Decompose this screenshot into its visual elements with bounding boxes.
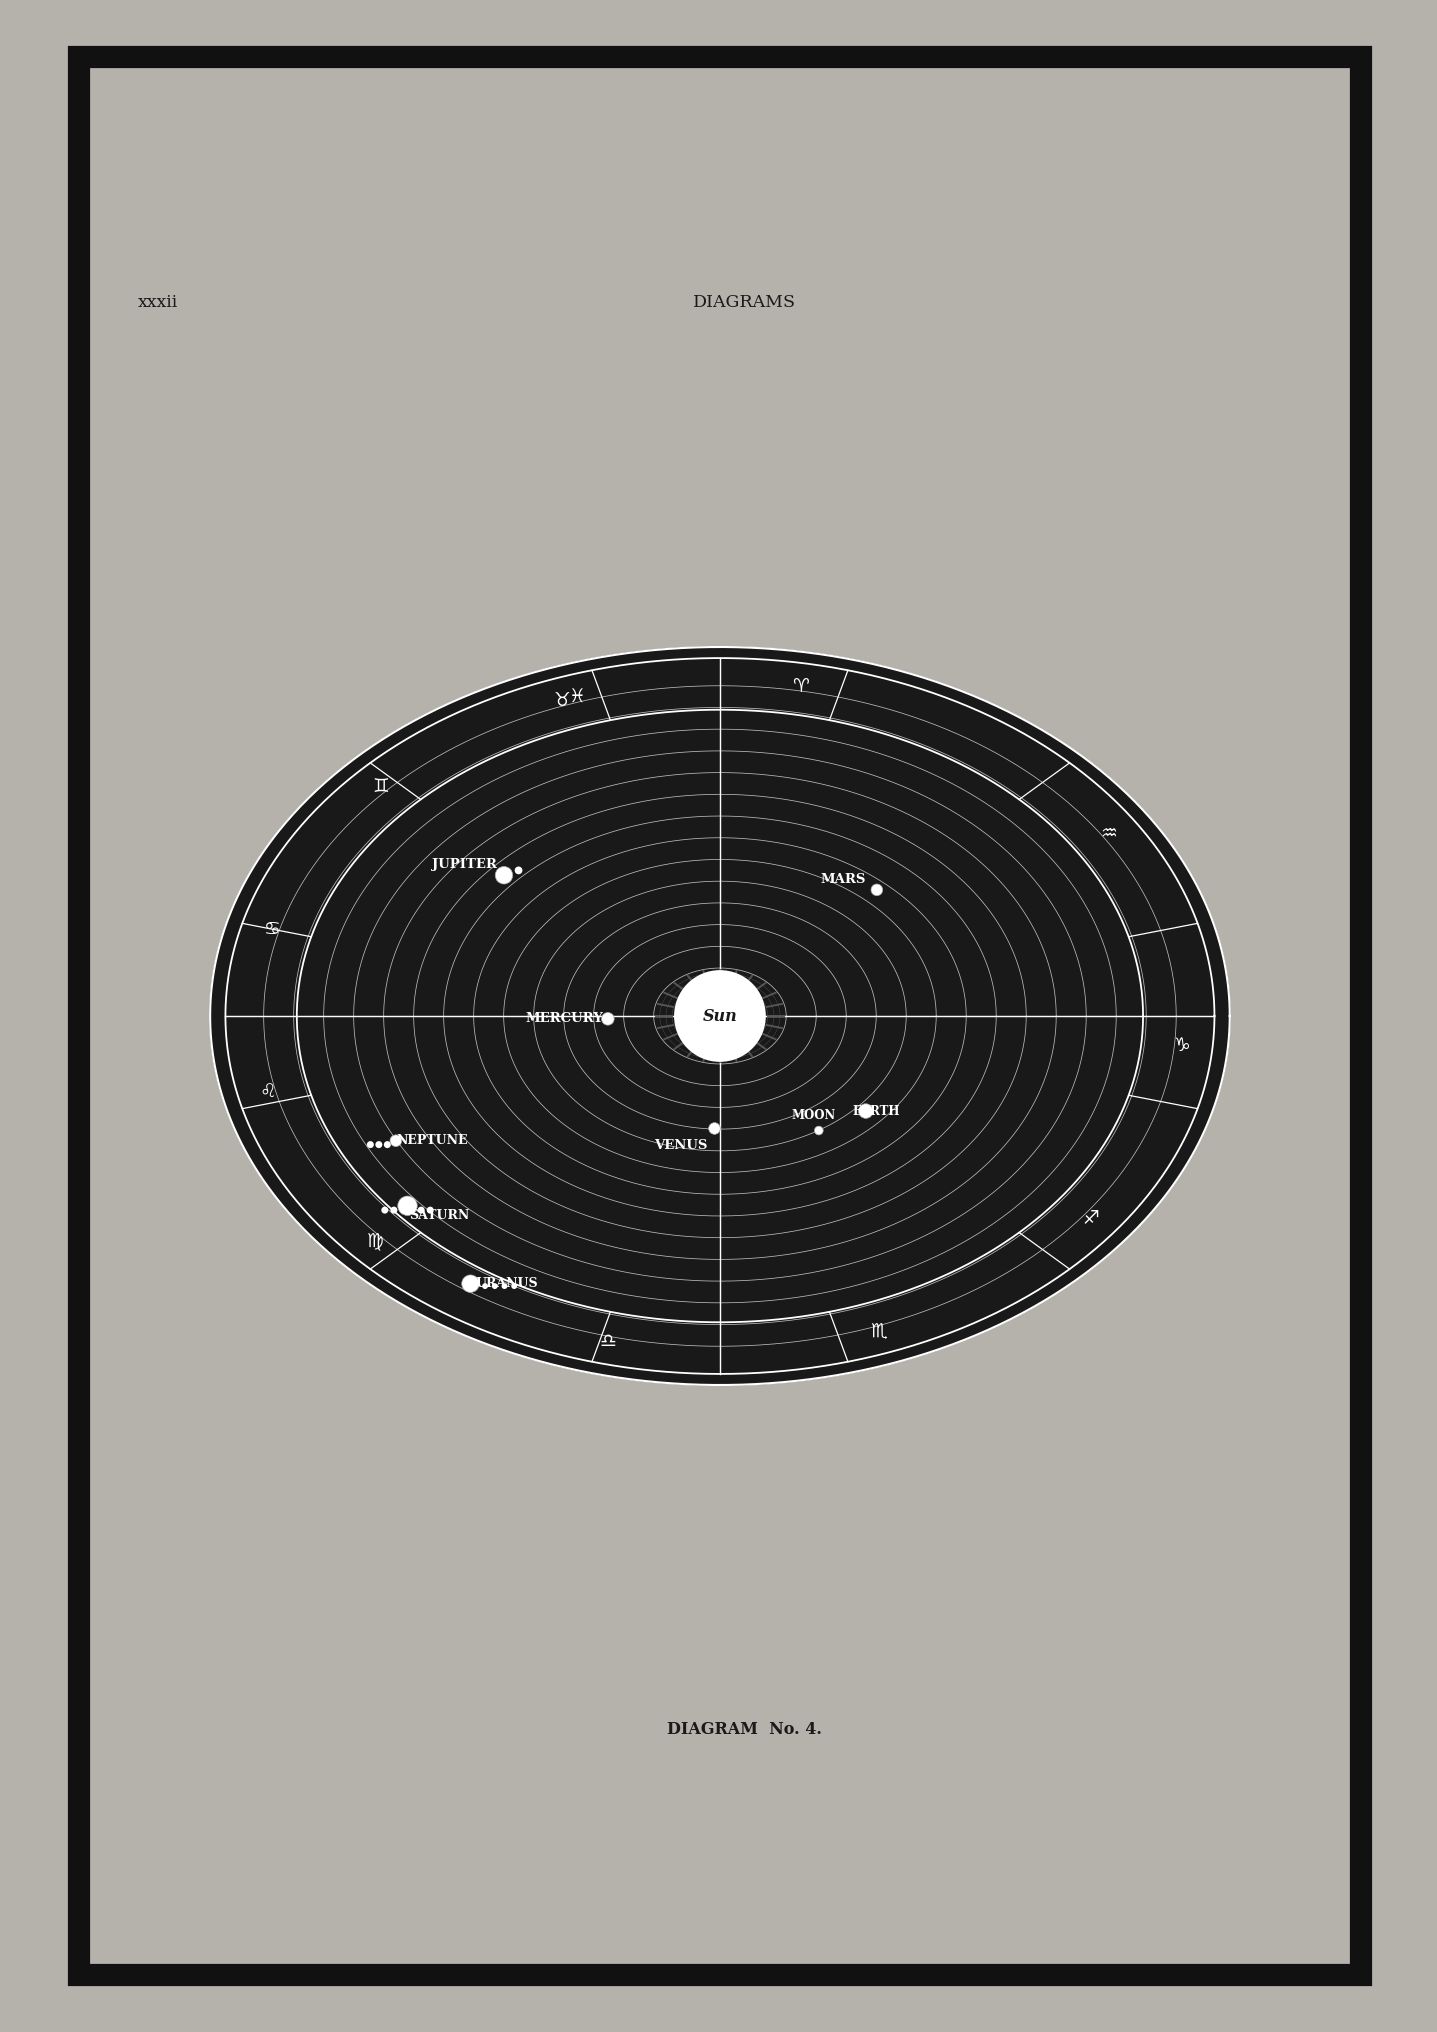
Circle shape (375, 1142, 382, 1148)
Circle shape (483, 1282, 489, 1288)
Text: NEPTUNE: NEPTUNE (397, 1134, 468, 1148)
Text: ♍: ♍ (366, 1231, 384, 1250)
Circle shape (858, 1103, 874, 1118)
Text: Sun: Sun (703, 1008, 737, 1024)
Circle shape (602, 1012, 614, 1026)
Text: DIAGRAMS: DIAGRAMS (693, 295, 796, 311)
Circle shape (461, 1274, 479, 1292)
Circle shape (389, 1136, 402, 1146)
Circle shape (708, 1122, 720, 1134)
Circle shape (408, 1207, 415, 1213)
Circle shape (815, 1126, 823, 1136)
Circle shape (427, 1207, 434, 1213)
Text: xxxii: xxxii (138, 295, 178, 311)
Text: MARS: MARS (821, 872, 865, 886)
Circle shape (384, 1142, 391, 1148)
Text: ♎: ♎ (599, 1333, 616, 1351)
Circle shape (502, 1282, 507, 1288)
Text: MERCURY: MERCURY (525, 1012, 604, 1026)
Text: SATURN: SATURN (410, 1209, 470, 1221)
Circle shape (514, 866, 523, 874)
Text: EARTH: EARTH (852, 1105, 900, 1118)
Text: DIAGRAM  No. 4.: DIAGRAM No. 4. (667, 1721, 822, 1737)
Circle shape (381, 1207, 388, 1213)
Text: ♑: ♑ (1174, 1036, 1190, 1055)
Circle shape (418, 1207, 424, 1213)
Text: VENUS: VENUS (654, 1140, 707, 1152)
Text: JUPITER: JUPITER (431, 858, 497, 872)
Circle shape (512, 1282, 517, 1288)
Text: ♈: ♈ (792, 677, 809, 695)
Circle shape (398, 1197, 417, 1215)
Text: ♉: ♉ (553, 691, 569, 709)
Text: ♒: ♒ (1101, 823, 1118, 843)
Text: ♐: ♐ (1082, 1209, 1099, 1227)
Circle shape (366, 1142, 374, 1148)
Circle shape (491, 1282, 497, 1288)
Text: ♓: ♓ (568, 687, 585, 707)
Polygon shape (210, 646, 1230, 1386)
Text: ♏: ♏ (871, 1323, 887, 1341)
Circle shape (496, 866, 513, 884)
Text: ♌: ♌ (260, 1081, 276, 1101)
Circle shape (871, 884, 882, 896)
Circle shape (391, 1207, 398, 1213)
Text: MOON: MOON (792, 1109, 836, 1122)
Circle shape (674, 969, 766, 1063)
Circle shape (473, 1282, 479, 1288)
Text: ♊: ♊ (372, 778, 389, 797)
Circle shape (399, 1207, 407, 1213)
Text: ♋: ♋ (263, 920, 280, 939)
Text: URANUS: URANUS (476, 1278, 539, 1290)
